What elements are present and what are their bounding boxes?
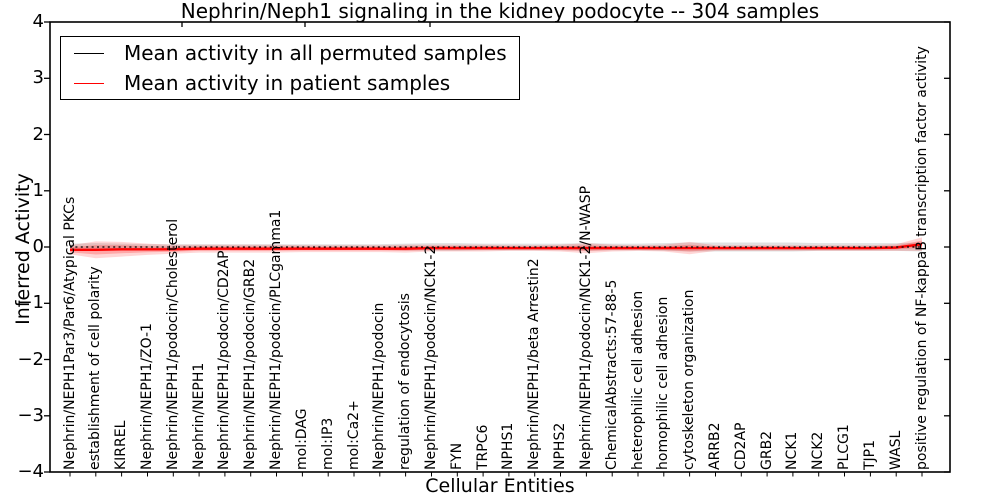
x-tick-label: Nephrin/NEPH1 — [190, 362, 207, 470]
x-tick-label: WASL — [887, 430, 904, 470]
y-tick-label: −4 — [17, 461, 44, 482]
x-tick-label: NCK2 — [810, 431, 827, 470]
x-tick-label: ARRB2 — [706, 422, 723, 470]
y-tick-label: −3 — [17, 404, 44, 426]
x-tick-label: Nephrin/NEPH1/ZO-1 — [138, 323, 155, 470]
chart-title: Nephrin/Neph1 signaling in the kidney po… — [180, 0, 820, 23]
x-tick-label: mol:DAG — [293, 408, 310, 470]
x-tick-label: Nephrin/NEPH1/podocin/CD2AP — [216, 250, 233, 470]
x-tick-label: Nephrin/NEPH1/podocin — [371, 302, 388, 470]
x-tick-label: KIRREL — [113, 420, 130, 470]
y-tick-label: −1 — [17, 292, 44, 314]
x-tick-label: Nephrin/NEPH1/podocin/PLCgamma1 — [268, 209, 285, 470]
x-tick-label: homophilic cell adhesion — [655, 296, 672, 470]
x-tick-label: CD2AP — [732, 422, 749, 470]
legend-item-permuted: Mean activity in all permuted samples — [61, 39, 519, 67]
x-tick-label: TRPC6 — [474, 424, 491, 470]
x-tick-label: heterophilic cell adhesion — [629, 290, 646, 470]
x-tick-label: NCK1 — [784, 431, 801, 470]
x-tick-label: Nephrin/NEPH1/podocin/NCK1-2 — [422, 245, 439, 470]
y-tick-label: 0 — [32, 236, 44, 257]
x-tick-label: NPHS1 — [500, 422, 517, 470]
legend-label: Mean activity in patient samples — [124, 71, 451, 95]
y-tick-label: 3 — [32, 67, 44, 89]
x-tick-label: Nephrin/NEPH1/podocin/Cholesterol — [164, 218, 181, 470]
x-tick-label: Nephrin/NEPH1/beta Arrestin2 — [526, 258, 543, 470]
x-tick-label: NPHS2 — [552, 422, 569, 470]
x-tick-label: establishment of cell polarity — [87, 266, 104, 470]
x-tick-label: Nephrin/NEPH1/podocin/GRB2 — [242, 258, 259, 470]
x-tick-label: ChemicalAbstracts:57-88-5 — [603, 279, 620, 470]
legend-label: Mean activity in all permuted samples — [124, 41, 507, 65]
x-tick-label: TJP1 — [861, 439, 878, 470]
y-tick-label: 1 — [32, 179, 44, 201]
x-tick-label: Nephrin/NEPH1/podocin/NCK1-2/N-WASP — [577, 185, 594, 470]
x-tick-label: mol:IP3 — [319, 417, 336, 470]
x-tick-label: PLCG1 — [836, 424, 853, 470]
x-tick-label: FYN — [448, 442, 465, 470]
x-tick-label: mol:Ca2+ — [345, 400, 362, 470]
y-tick-label: 2 — [32, 123, 44, 145]
x-axis-label: Cellular Entities — [425, 475, 575, 497]
x-tick-label: cytoskeleton organization — [681, 289, 698, 470]
y-tick-label: −2 — [17, 348, 44, 370]
y-tick-label: 4 — [32, 11, 44, 32]
legend-line-black — [74, 52, 104, 54]
x-tick-label: positive regulation of NF-kappaB transcr… — [913, 46, 930, 470]
legend: Mean activity in all permuted samples Me… — [60, 36, 520, 100]
x-tick-label: Nephrin/NEPH1Par3/Par6/Atypical PKCs — [61, 196, 78, 470]
legend-line-red — [74, 82, 104, 84]
x-tick-label: GRB2 — [758, 430, 775, 470]
legend-item-patient: Mean activity in patient samples — [61, 69, 519, 97]
x-tick-label: regulation of endocytosis — [397, 293, 414, 470]
